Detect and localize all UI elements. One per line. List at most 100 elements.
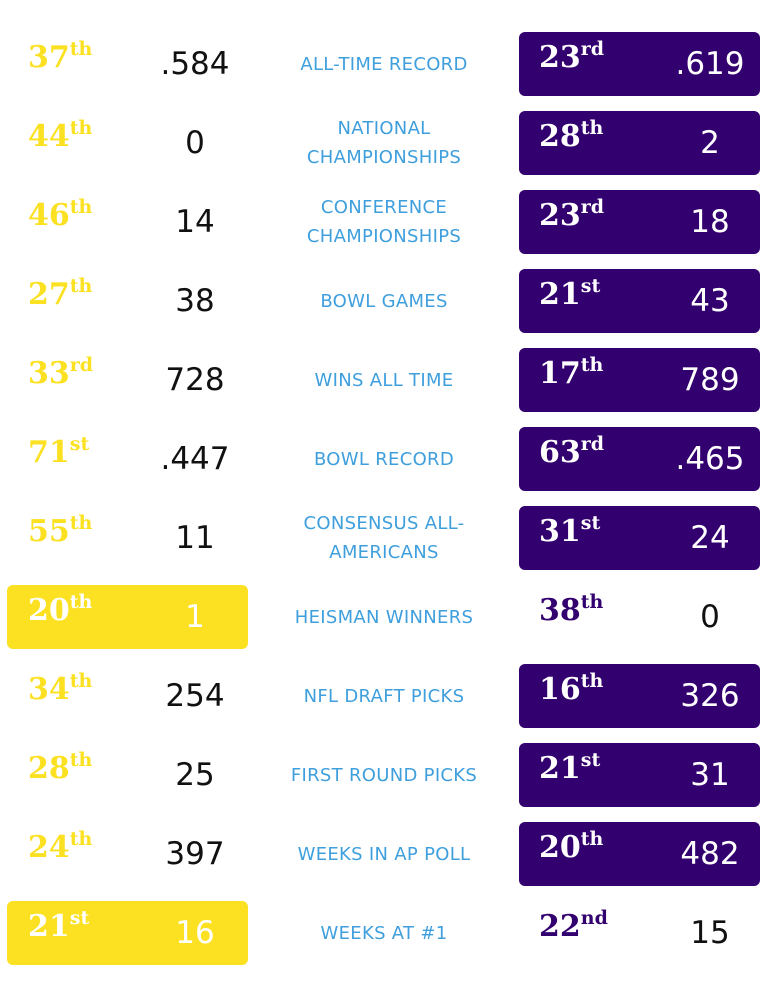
right-rank: 21st (539, 751, 600, 787)
right-rank-number: 31 (539, 514, 581, 549)
left-rank: 21st (28, 909, 89, 945)
stat-label: CONSENSUS ALL- AMERICANS (303, 513, 465, 563)
right-highlight-box (519, 743, 760, 807)
left-rank-number: 28 (28, 751, 70, 786)
right-rank-number: 21 (539, 751, 581, 786)
right-rank: 63rd (539, 435, 604, 471)
right-highlight-box (519, 506, 760, 570)
left-value: .584 (160, 46, 230, 82)
right-rank-suffix: rd (580, 196, 605, 218)
left-rank: 71st (28, 435, 89, 471)
left-rank-suffix: th (69, 196, 93, 218)
left-rank-number: 46 (28, 198, 70, 233)
right-rank-suffix: th (580, 828, 604, 850)
right-rank-number: 28 (539, 119, 581, 154)
stat-label: NFL DRAFT PICKS (303, 685, 465, 707)
left-rank-number: 34 (28, 672, 70, 707)
right-rank: 17th (539, 356, 603, 392)
right-rank-number: 23 (539, 198, 581, 233)
right-rank: 20th (539, 830, 603, 866)
right-value: 2 (700, 125, 720, 161)
left-value: 16 (175, 915, 215, 951)
right-rank-suffix: nd (580, 907, 608, 929)
stat-label: WEEKS IN AP POLL (297, 843, 471, 865)
right-rank: 16th (539, 672, 603, 708)
right-highlight-box (519, 664, 760, 728)
left-rank-number: 71 (28, 435, 70, 470)
left-rank: 27th (28, 277, 92, 313)
table-row: 37th .584 ALL-TIME RECORD 23rd .619 (0, 32, 768, 96)
right-rank: 31st (539, 514, 600, 550)
left-value: 1 (185, 599, 205, 635)
right-value: 482 (680, 836, 740, 872)
left-rank-suffix: th (69, 670, 93, 692)
left-rank-number: 55 (28, 514, 70, 549)
right-value: 31 (690, 757, 730, 793)
right-highlight-box (519, 32, 760, 96)
left-rank-suffix: th (69, 828, 93, 850)
left-rank-suffix: th (69, 749, 93, 771)
right-highlight-box (519, 111, 760, 175)
table-row: 24th 397 WEEKS IN AP POLL 20th 482 (0, 822, 768, 886)
right-value: 24 (690, 520, 730, 556)
right-value: .465 (675, 441, 745, 477)
stat-label: NATIONAL CHAMPIONSHIPS (306, 118, 462, 168)
left-rank-number: 21 (28, 909, 70, 944)
left-value: 38 (175, 283, 215, 319)
right-rank-number: 21 (539, 277, 581, 312)
right-value: 789 (680, 362, 740, 398)
right-rank-suffix: rd (580, 433, 605, 455)
right-rank: 23rd (539, 40, 604, 76)
left-rank: 34th (28, 672, 92, 708)
table-row: 27th 38 BOWL GAMES 21st 43 (0, 269, 768, 333)
right-rank: 28th (539, 119, 603, 155)
left-value: 11 (175, 520, 215, 556)
table-row: 34th 254 NFL DRAFT PICKS 16th 326 (0, 664, 768, 728)
left-rank-suffix: th (69, 512, 93, 534)
right-rank: 38th (539, 593, 603, 629)
left-rank-number: 24 (28, 830, 70, 865)
left-rank: 55th (28, 514, 92, 550)
left-rank-number: 20 (28, 593, 70, 628)
right-value: .619 (675, 46, 745, 82)
right-rank-suffix: th (580, 354, 604, 376)
left-rank-number: 37 (28, 40, 70, 75)
stat-label: BOWL RECORD (313, 448, 455, 470)
right-rank-number: 63 (539, 435, 581, 470)
right-value: 326 (680, 678, 740, 714)
left-rank: 33rd (28, 356, 93, 392)
stat-label: WINS ALL TIME (314, 369, 454, 391)
right-rank-suffix: st (580, 749, 601, 771)
left-highlight-box (7, 901, 248, 965)
right-rank-number: 17 (539, 356, 581, 391)
table-row: 55th 11 CONSENSUS ALL- AMERICANS 31st 24 (0, 506, 768, 570)
right-value: 43 (690, 283, 730, 319)
right-rank-number: 20 (539, 830, 581, 865)
left-rank-suffix: rd (69, 354, 94, 376)
right-value: 18 (690, 204, 730, 240)
stat-label: ALL-TIME RECORD (300, 53, 468, 75)
right-rank: 22nd (539, 909, 608, 945)
left-value: 254 (165, 678, 225, 714)
left-rank-number: 27 (28, 277, 70, 312)
right-highlight-box (519, 427, 760, 491)
left-rank: 20th (28, 593, 92, 629)
right-rank-suffix: th (580, 670, 604, 692)
table-row: 71st .447 BOWL RECORD 63rd .465 (0, 427, 768, 491)
right-rank-suffix: rd (580, 38, 605, 60)
left-value: 0 (185, 125, 205, 161)
right-rank-number: 38 (539, 593, 581, 628)
right-rank: 21st (539, 277, 600, 313)
right-rank-number: 16 (539, 672, 581, 707)
stat-label: BOWL GAMES (320, 290, 448, 312)
right-highlight-box (519, 269, 760, 333)
left-value: 25 (175, 757, 215, 793)
left-rank: 24th (28, 830, 92, 866)
left-rank: 44th (28, 119, 92, 155)
left-rank-suffix: th (69, 591, 93, 613)
stat-label: CONFERENCE CHAMPIONSHIPS (306, 197, 462, 247)
table-row: 20th 1 HEISMAN WINNERS 38th 0 (0, 585, 768, 649)
table-row: 33rd 728 WINS ALL TIME 17th 789 (0, 348, 768, 412)
right-rank-suffix: th (580, 591, 604, 613)
table-row: 46th 14 CONFERENCE CHAMPIONSHIPS 23rd 18 (0, 190, 768, 254)
